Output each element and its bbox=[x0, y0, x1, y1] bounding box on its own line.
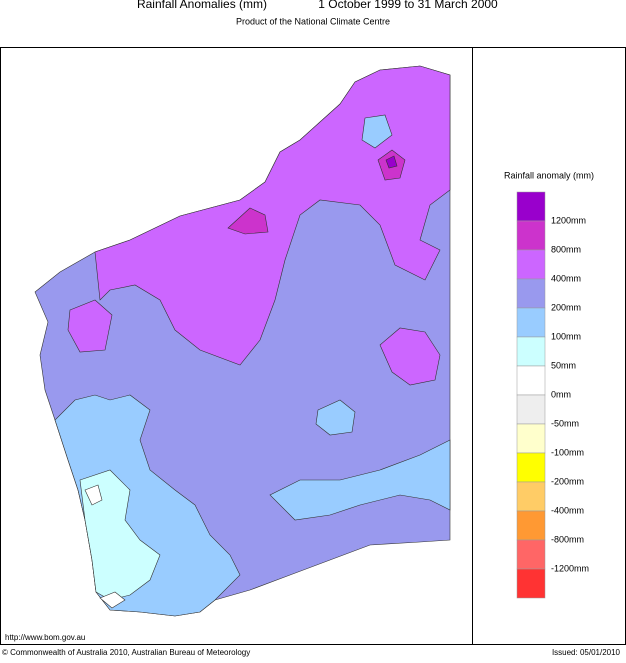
legend-swatch bbox=[516, 568, 546, 599]
legend-swatch bbox=[516, 220, 546, 251]
legend-label: 50mm bbox=[551, 360, 576, 370]
region-1200 bbox=[385, 155, 398, 169]
legend-swatch bbox=[516, 278, 546, 309]
legend-label: -1200mm bbox=[551, 563, 589, 573]
legend-swatch bbox=[516, 191, 546, 222]
legend-swatch bbox=[516, 510, 546, 541]
issued: Issued: 05/01/2010 bbox=[552, 648, 621, 657]
legend-swatch bbox=[516, 307, 546, 338]
region-400 bbox=[94, 65, 451, 366]
legend-label: 0mm bbox=[551, 389, 571, 399]
legend-swatch bbox=[516, 423, 546, 454]
legend-label: 1200mm bbox=[551, 215, 586, 225]
legend-swatch bbox=[516, 394, 546, 425]
legend-label: 400mm bbox=[551, 273, 581, 283]
legend-swatch bbox=[516, 539, 546, 570]
legend-label: 200mm bbox=[551, 302, 581, 312]
region-400c bbox=[67, 299, 113, 353]
legend-title: Rainfall anomaly (mm) bbox=[504, 170, 594, 180]
region-100c bbox=[269, 439, 451, 521]
legend-swatch bbox=[516, 249, 546, 280]
subtitle: Product of the National Climate Centre bbox=[236, 16, 390, 26]
legend-swatch bbox=[516, 452, 546, 483]
map bbox=[34, 65, 451, 617]
region-50 bbox=[79, 469, 161, 601]
copyright: © Commonwealth of Australia 2010, Austra… bbox=[2, 648, 250, 657]
region-0b bbox=[99, 591, 126, 609]
legend-label: -200mm bbox=[551, 476, 584, 486]
region-0 bbox=[84, 484, 103, 506]
url: http://www.bom.gov.au bbox=[5, 633, 85, 642]
region-400b bbox=[379, 327, 441, 386]
region-100b bbox=[315, 399, 356, 436]
legend-swatch bbox=[516, 336, 546, 367]
region-800b bbox=[227, 207, 269, 235]
legend-label: -800mm bbox=[551, 534, 584, 544]
legend-label: -50mm bbox=[551, 418, 579, 428]
legend-label: 100mm bbox=[551, 331, 581, 341]
title: Rainfall Anomalies (mm) bbox=[137, 0, 267, 11]
legend-label: -100mm bbox=[551, 447, 584, 457]
legend-swatch bbox=[516, 481, 546, 512]
legend-label: 800mm bbox=[551, 244, 581, 254]
legend-swatch bbox=[516, 365, 546, 396]
period: 1 October 1999 to 31 March 2000 bbox=[318, 0, 498, 11]
legend-label: -400mm bbox=[551, 505, 584, 515]
legend: 1200mm 800mm 400mm 200mm 100mm 50mm 0mm -50mm -1… bbox=[516, 191, 589, 599]
region-100 bbox=[361, 114, 393, 149]
